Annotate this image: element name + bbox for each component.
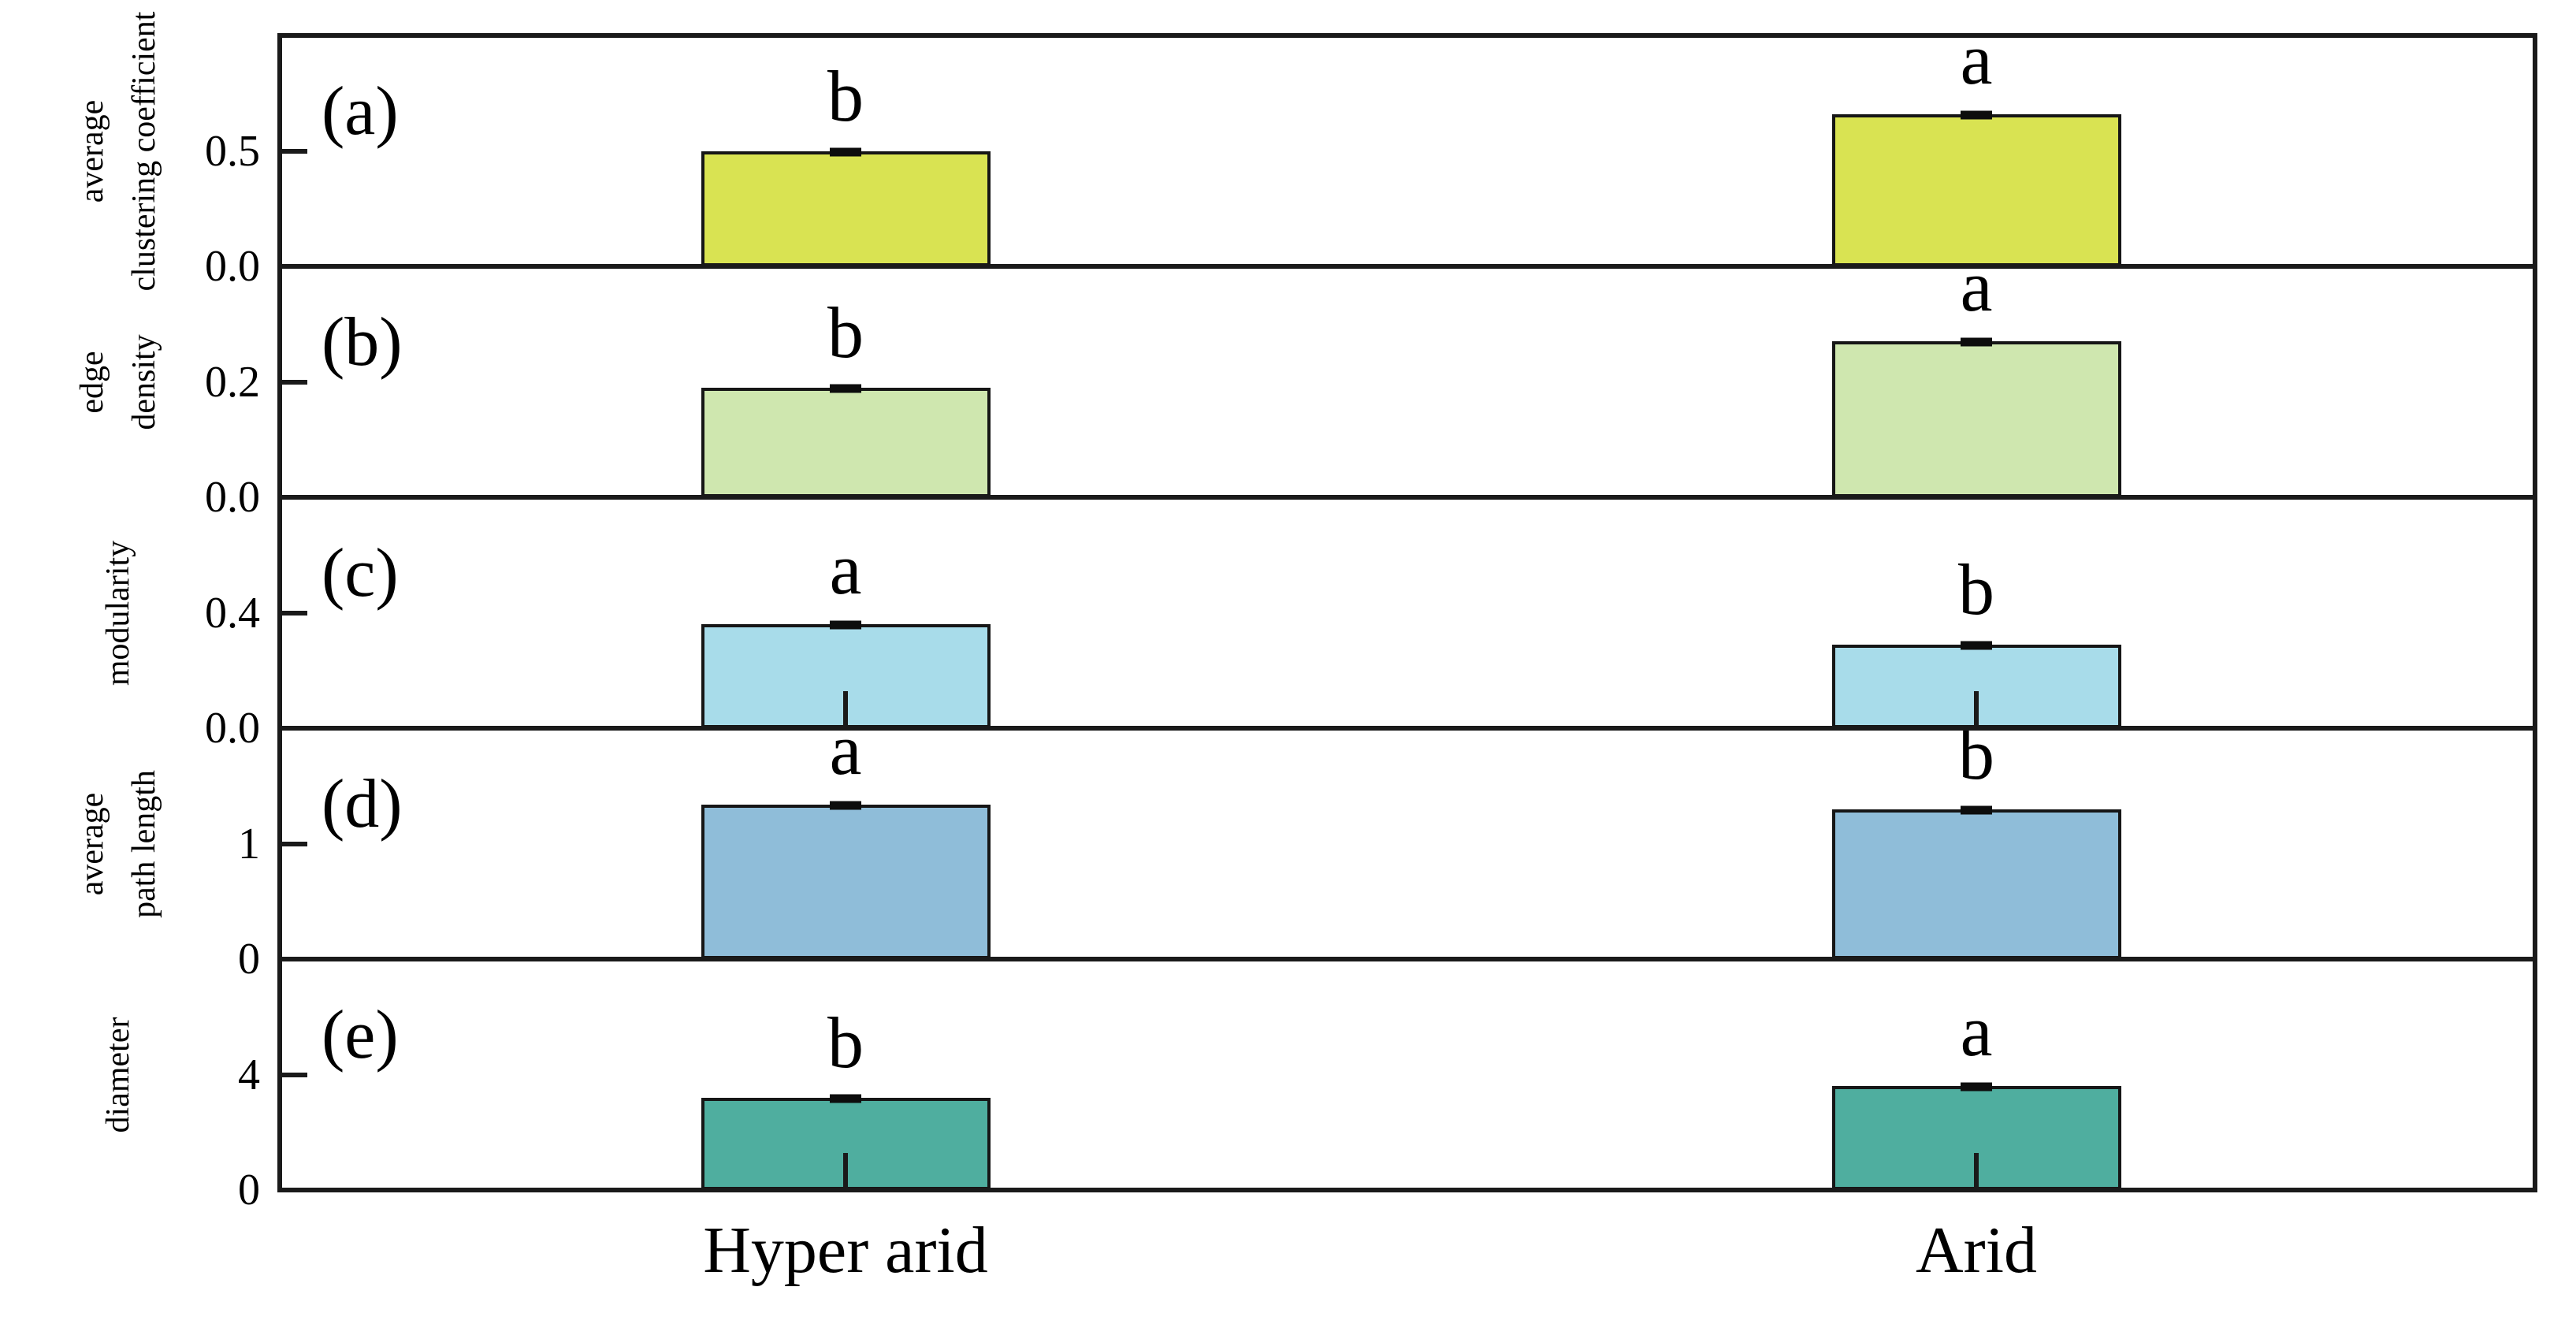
- sig-letter: b: [827, 55, 864, 136]
- ytick-label: 0: [238, 935, 260, 984]
- bar-hyper-arid-d: [701, 804, 991, 959]
- ytick-label: 0.2: [205, 358, 260, 407]
- error-bar-cap: [1961, 805, 1992, 815]
- y-axis-tick: [277, 1072, 307, 1077]
- y-axis-line: [277, 33, 282, 1192]
- y-axis-tick: [277, 610, 307, 616]
- x-category-label-hyper-arid: Hyper arid: [703, 1214, 988, 1287]
- error-bar-cap: [830, 620, 861, 630]
- x-axis-line: [277, 1188, 2537, 1192]
- plot-frame-right: [2533, 33, 2537, 1192]
- error-bar-cap: [830, 1094, 861, 1103]
- error-bar-cap: [1961, 1082, 1992, 1092]
- x-axis-inner-tick: [1974, 1153, 1979, 1188]
- panel-divider-line: [277, 726, 2537, 731]
- error-bar-cap: [1961, 110, 1992, 120]
- sig-letter: b: [827, 1002, 864, 1083]
- x-axis-inner-tick: [1974, 691, 1979, 726]
- ytick-label: 0: [238, 1166, 260, 1214]
- panel-divider-line: [277, 264, 2537, 269]
- ytick-label: 0.5: [205, 127, 260, 176]
- error-bar-cap: [830, 801, 861, 810]
- y-axis-tick: [277, 379, 307, 385]
- ytick-label: 0.0: [205, 704, 260, 753]
- panel-divider-line: [277, 495, 2537, 500]
- panel-tag-d: (d): [322, 766, 403, 842]
- x-axis-inner-tick: [843, 691, 848, 726]
- panel-tag-a: (a): [322, 73, 399, 150]
- x-category-label-arid: Arid: [1916, 1214, 2037, 1287]
- ytick-label: 1: [238, 820, 260, 868]
- sig-letter: a: [829, 529, 862, 610]
- ytick-label: 0.0: [205, 473, 260, 522]
- panel-tag-c: (c): [322, 535, 399, 612]
- ytick-label: 0.0: [205, 242, 260, 291]
- panel-divider-line: [277, 957, 2537, 961]
- bar-arid-b: [1831, 341, 2121, 497]
- ytick-label: 4: [238, 1051, 260, 1099]
- x-axis-inner-tick: [843, 1153, 848, 1188]
- bar-arid-a: [1831, 113, 2121, 266]
- y-axis-tick: [277, 148, 307, 154]
- ytick-label: 0.4: [205, 589, 260, 638]
- sig-letter: a: [1960, 991, 1993, 1072]
- bar-arid-d: [1831, 809, 2121, 959]
- error-bar-cap: [1961, 337, 1992, 347]
- sig-letter: b: [827, 292, 864, 373]
- bar-hyper-arid-a: [701, 151, 991, 266]
- sig-letter: b: [1958, 549, 1994, 630]
- error-bar-cap: [830, 384, 861, 393]
- sig-letter: a: [829, 708, 862, 790]
- y-axis-tick: [277, 841, 307, 846]
- error-bar-cap: [830, 147, 861, 156]
- plot-frame-top: [277, 33, 2537, 38]
- sig-letter: a: [1960, 246, 1993, 327]
- error-bar-cap: [1961, 641, 1992, 650]
- panel-tag-e: (e): [322, 997, 399, 1073]
- panel-tag-b: (b): [322, 304, 403, 381]
- bar-hyper-arid-b: [701, 387, 991, 497]
